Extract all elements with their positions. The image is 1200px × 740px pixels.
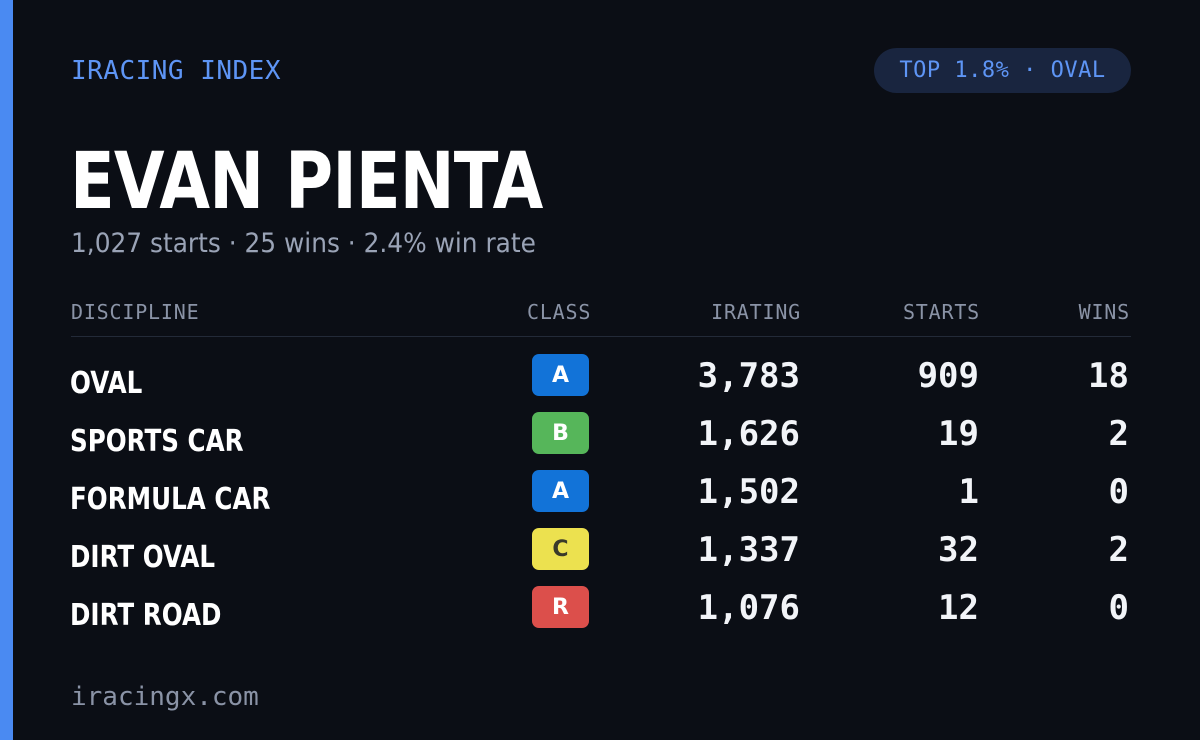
starts-value: 19: [938, 414, 979, 454]
table-row: OVAL A 3,783 909 18: [0, 354, 1200, 412]
accent-bar: [0, 0, 13, 740]
column-header-irating: IRATING: [711, 300, 801, 324]
irating-value: 3,783: [697, 356, 800, 396]
wins-value: 2: [1108, 414, 1129, 454]
table-row: DIRT OVAL C 1,337 32 2: [0, 528, 1200, 586]
license-class-badge: C: [532, 528, 589, 570]
driver-name: EVAN PIENTA: [70, 137, 543, 227]
starts-value: 32: [938, 530, 979, 570]
discipline-name: OVAL: [70, 366, 143, 401]
license-class-badge: B: [532, 412, 589, 454]
footer-url: iracingx.com: [71, 682, 259, 712]
table-row: FORMULA CAR A 1,502 1 0: [0, 470, 1200, 528]
wins-value: 0: [1108, 472, 1129, 512]
irating-value: 1,502: [697, 472, 800, 512]
header-divider: [71, 336, 1131, 337]
rank-badge: TOP 1.8% · OVAL: [874, 48, 1131, 93]
license-class-badge: A: [532, 470, 589, 512]
column-header-discipline: DISCIPLINE: [71, 300, 200, 324]
irating-value: 1,626: [697, 414, 800, 454]
discipline-name: FORMULA CAR: [70, 482, 271, 517]
irating-value: 1,337: [697, 530, 800, 570]
column-header-class: CLASS: [527, 300, 592, 324]
brand-title: IRACING INDEX: [71, 56, 281, 86]
discipline-name: DIRT OVAL: [70, 540, 216, 575]
table-row: DIRT ROAD R 1,076 12 0: [0, 586, 1200, 644]
license-class-badge: A: [532, 354, 589, 396]
wins-value: 0: [1108, 588, 1129, 628]
driver-summary: 1,027 starts · 25 wins · 2.4% win rate: [71, 228, 536, 259]
starts-value: 1: [958, 472, 979, 512]
starts-value: 909: [917, 356, 979, 396]
wins-value: 18: [1088, 356, 1129, 396]
table-row: SPORTS CAR B 1,626 19 2: [0, 412, 1200, 470]
starts-value: 12: [938, 588, 979, 628]
irating-value: 1,076: [697, 588, 800, 628]
license-class-badge: R: [532, 586, 589, 628]
column-header-starts: STARTS: [902, 300, 980, 324]
discipline-name: DIRT ROAD: [70, 598, 222, 633]
wins-value: 2: [1108, 530, 1129, 570]
column-header-wins: WINS: [1078, 300, 1130, 324]
table-header: DISCIPLINE CLASS IRATING STARTS WINS: [0, 300, 1200, 326]
discipline-name: SPORTS CAR: [70, 424, 244, 459]
